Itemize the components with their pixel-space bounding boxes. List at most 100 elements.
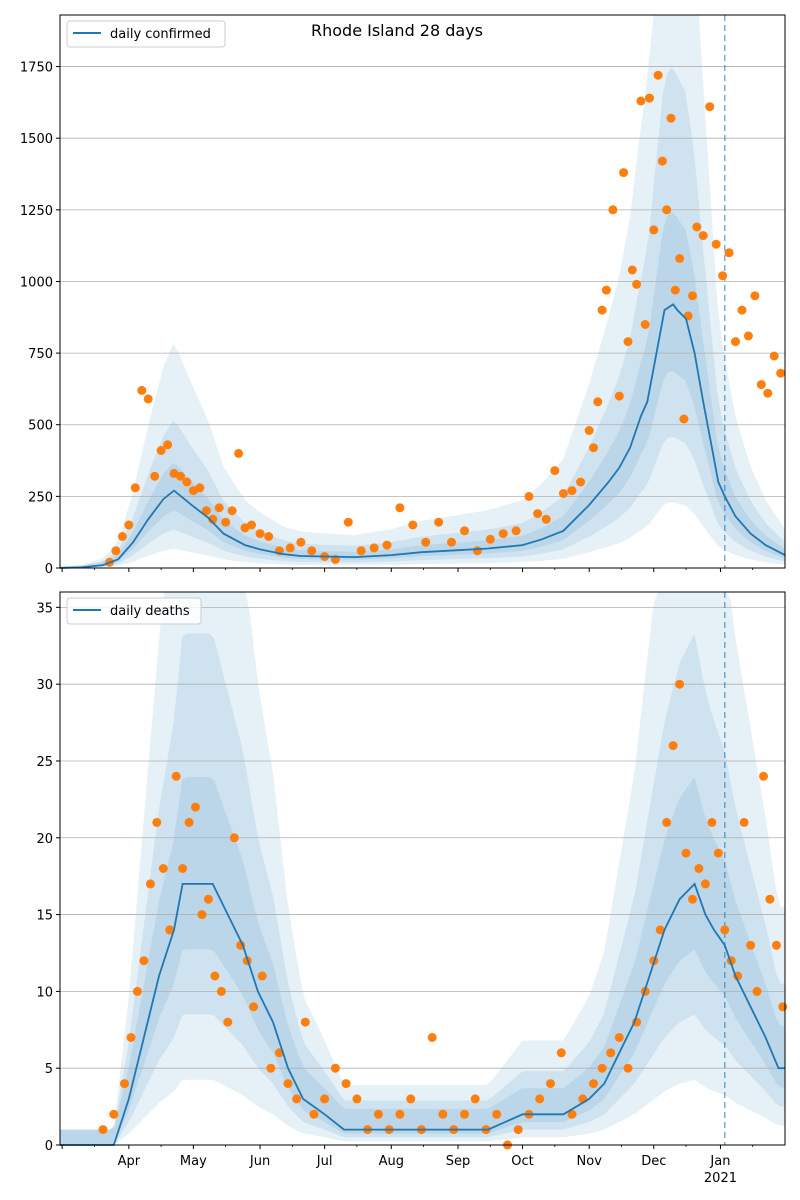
data-point — [558, 489, 568, 498]
data-point — [158, 864, 168, 873]
data-point — [666, 113, 676, 123]
data-point — [485, 534, 495, 544]
data-point — [255, 529, 265, 539]
data-point — [109, 1109, 119, 1119]
data-point — [765, 894, 775, 904]
deaths-x-axis: Apr May Jun Jul Aug Sep Oct Nov Dec Jan 2021 — [61, 1145, 754, 1186]
y-tick-label: 15 — [36, 909, 53, 924]
uncertainty-band-2 — [60, 633, 785, 1145]
data-point — [343, 517, 353, 527]
data-point — [746, 940, 756, 950]
data-point — [645, 93, 654, 103]
data-point — [214, 503, 224, 513]
data-point — [771, 940, 781, 950]
legend-label: daily deaths — [110, 604, 190, 619]
data-point — [756, 380, 766, 390]
uncertainty-band-1 — [60, 15, 785, 568]
data-point — [675, 254, 685, 263]
deaths-model-line — [60, 882, 785, 1146]
data-point — [636, 96, 646, 106]
data-point — [546, 1079, 555, 1089]
data-point — [395, 503, 405, 513]
data-point — [750, 291, 760, 301]
data-point — [120, 1079, 129, 1089]
x-tick-label: May — [180, 1154, 207, 1169]
x-tick-label: Oct — [511, 1154, 533, 1169]
x-tick-label: Sep — [446, 1154, 471, 1169]
data-point — [229, 833, 239, 843]
y-tick-label: 25 — [36, 755, 53, 770]
data-point — [694, 864, 704, 873]
data-point — [111, 546, 121, 556]
data-point — [739, 817, 749, 827]
data-point — [698, 231, 708, 241]
legend-box — [66, 597, 202, 625]
data-point — [369, 543, 379, 553]
data-point — [601, 285, 611, 295]
data-point — [257, 971, 267, 981]
data-point — [195, 483, 205, 493]
data-point — [460, 526, 469, 536]
data-point — [619, 168, 629, 178]
data-point — [763, 388, 773, 398]
data-point — [688, 894, 697, 904]
y-tick-label: 35 — [36, 601, 53, 616]
data-point — [356, 546, 366, 556]
deaths-axes-frame — [59, 591, 786, 1146]
data-point — [145, 879, 155, 889]
data-point — [511, 526, 521, 536]
data-point — [670, 285, 680, 295]
data-point — [266, 1063, 276, 1073]
data-point — [550, 466, 560, 476]
data-point — [614, 391, 624, 401]
data-point — [498, 529, 508, 539]
data-point — [165, 925, 175, 935]
data-point — [227, 506, 237, 516]
data-point — [627, 265, 637, 275]
data-point — [223, 1017, 233, 1027]
data-point — [759, 771, 768, 781]
data-point — [614, 1033, 624, 1042]
data-point — [597, 305, 607, 315]
data-point — [707, 817, 717, 827]
data-point — [724, 248, 734, 258]
data-point — [382, 540, 392, 550]
data-point — [640, 320, 650, 329]
x-tick-label: Dec — [641, 1154, 666, 1169]
data-point — [434, 517, 444, 527]
data-point — [683, 311, 693, 321]
data-point — [675, 679, 685, 689]
data-point — [421, 537, 431, 547]
data-point — [492, 1109, 502, 1119]
data-point — [341, 1079, 351, 1089]
data-point — [203, 894, 213, 904]
y-tick-label: 1500 — [20, 132, 53, 147]
deaths-panel: 0 5 10 15 20 25 30 35 Apr May Jun Jul Aug Sep Oct Nov D… — [36, 591, 788, 1186]
data-point — [98, 1125, 108, 1135]
data-point — [655, 925, 665, 935]
data-point — [700, 879, 710, 889]
data-point — [408, 520, 418, 530]
y-tick-label: 0 — [45, 1139, 53, 1154]
deaths-uncertainty-bands — [60, 592, 785, 1145]
confirmed-x-axis — [61, 568, 754, 572]
data-point — [460, 1109, 469, 1119]
data-point — [208, 514, 218, 524]
data-point — [692, 222, 702, 232]
x-tick-label: Jan — [709, 1154, 730, 1169]
data-point — [171, 771, 181, 781]
y-tick-label: 1250 — [20, 204, 53, 219]
data-point — [309, 1109, 319, 1119]
series-line — [60, 882, 785, 1146]
data-point — [589, 443, 598, 453]
data-point — [752, 986, 762, 996]
data-point — [283, 1079, 293, 1089]
x-tick-label: Jun — [249, 1154, 270, 1169]
data-point — [576, 477, 586, 487]
x-tick-label: Aug — [379, 1154, 404, 1169]
y-tick-label: 30 — [36, 678, 53, 693]
x-tick-label: Jul — [316, 1154, 333, 1169]
data-point — [737, 305, 747, 315]
data-point — [406, 1094, 416, 1104]
data-point — [320, 1094, 330, 1104]
